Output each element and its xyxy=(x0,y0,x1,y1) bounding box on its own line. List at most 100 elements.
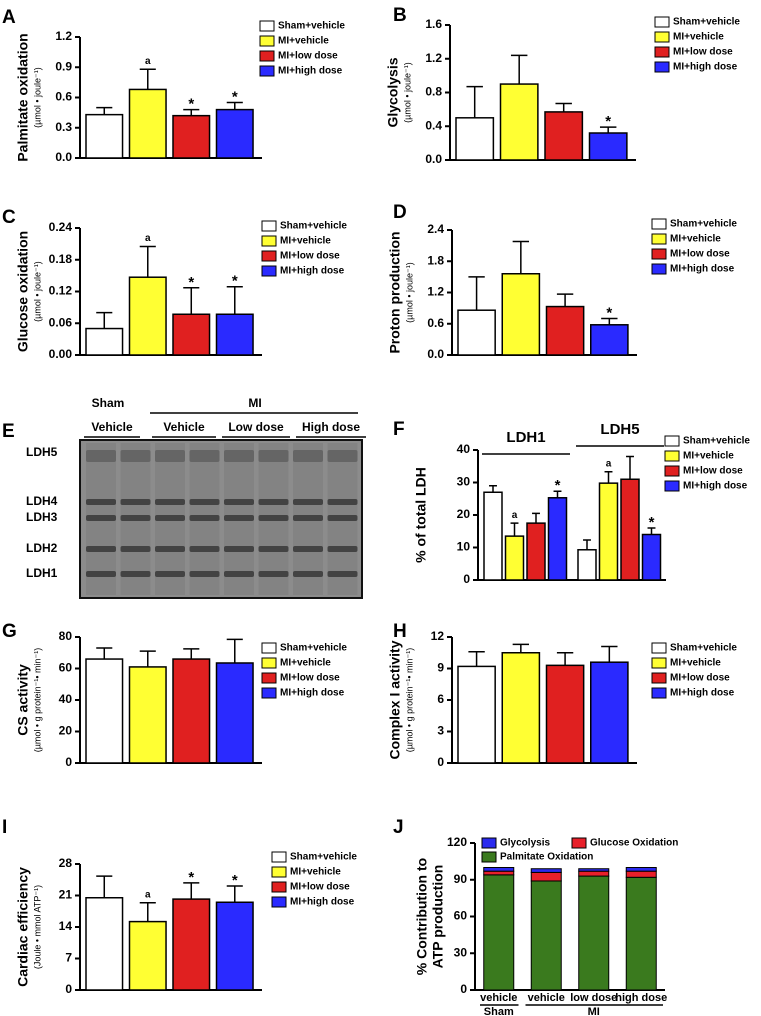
legend-label: MI+low dose xyxy=(673,47,733,58)
category-label: LDH1 xyxy=(506,429,545,446)
legend-label: MI+vehicle xyxy=(290,867,341,878)
x-tick-label: vehicle xyxy=(480,992,517,1004)
legend-label: MI+vehicle xyxy=(683,451,734,462)
gel-band xyxy=(258,450,289,462)
error-bar xyxy=(466,85,483,118)
error-bar xyxy=(468,276,485,311)
gel-band xyxy=(155,515,185,521)
bar xyxy=(215,662,254,764)
y-tick-label: 120 xyxy=(447,835,467,849)
gel-band xyxy=(189,515,220,521)
gel-band xyxy=(189,499,220,505)
legend-swatch xyxy=(654,31,670,43)
error-bar xyxy=(512,643,530,653)
stacked-bar xyxy=(483,867,515,872)
bar xyxy=(215,313,254,356)
stacked-bar xyxy=(625,867,657,872)
gel-band xyxy=(258,571,289,577)
gel-band xyxy=(258,515,289,521)
error-bar xyxy=(468,650,485,667)
y-tick-label: 90 xyxy=(454,872,468,886)
stacked-bar xyxy=(625,876,657,991)
bar xyxy=(128,666,167,764)
gel-band xyxy=(155,499,185,505)
error-bar xyxy=(226,885,243,903)
gel-band xyxy=(224,499,254,505)
y-tick-label: 0.0 xyxy=(427,347,444,361)
gel-band xyxy=(293,450,323,462)
stacked-bar xyxy=(578,868,610,872)
y-axis-label: Complex I activity xyxy=(387,640,403,759)
gel-band xyxy=(86,450,116,462)
y-tick-label: 0 xyxy=(65,982,72,996)
legend-swatch xyxy=(261,642,277,654)
legend-swatch xyxy=(481,837,497,849)
y-axis-label: Palmitate oxidation xyxy=(15,33,31,161)
bar xyxy=(128,920,167,991)
y-tick-label: 12 xyxy=(431,629,445,643)
bar xyxy=(547,497,568,581)
legend-swatch xyxy=(261,657,277,669)
category-label: LDH5 xyxy=(600,421,639,438)
y-tick-label: 20 xyxy=(59,724,73,738)
legend-swatch xyxy=(664,450,680,462)
error-bar xyxy=(96,106,113,115)
legend-swatch xyxy=(654,61,670,73)
lane-label: Vehicle xyxy=(91,420,133,434)
x-tick-label: high dose xyxy=(615,992,667,1004)
gel-band xyxy=(293,571,323,577)
legend-swatch xyxy=(651,233,667,245)
y-tick-label: 80 xyxy=(59,629,73,643)
group-label: Sham xyxy=(484,1006,514,1016)
gel-band xyxy=(189,546,220,552)
bar xyxy=(501,652,541,764)
band-label: LDH5 xyxy=(26,445,58,459)
bar xyxy=(215,108,254,159)
y-tick-label: 1.6 xyxy=(425,17,442,31)
legend-swatch xyxy=(651,642,667,654)
y-tick-label: 20 xyxy=(457,507,471,521)
bar xyxy=(455,117,495,161)
gel-band xyxy=(327,499,358,505)
y-tick-label: 0.9 xyxy=(55,59,72,73)
error-bar xyxy=(183,648,200,660)
legend-swatch xyxy=(651,263,667,275)
legend-label: MI+high dose xyxy=(290,897,355,908)
bar xyxy=(85,327,124,356)
gel-band xyxy=(327,571,358,577)
bar xyxy=(504,535,525,581)
legend-swatch xyxy=(261,235,277,247)
legend-swatch xyxy=(259,35,275,47)
legend-swatch xyxy=(261,265,277,277)
bar xyxy=(172,658,211,764)
y-tick-label: 0.4 xyxy=(425,118,442,132)
legend-swatch xyxy=(259,50,275,62)
legend-label: MI+high dose xyxy=(670,688,735,699)
legend-swatch xyxy=(271,881,287,893)
bar xyxy=(215,901,254,991)
error-bar xyxy=(604,471,613,484)
bar xyxy=(588,132,628,161)
gel-band xyxy=(327,546,358,552)
gel-band xyxy=(189,450,220,462)
bar xyxy=(85,113,124,159)
legend-label: Sham+vehicle xyxy=(673,17,740,28)
error-bar xyxy=(553,490,562,498)
legend-swatch xyxy=(259,65,275,77)
legend-label: MI+vehicle xyxy=(670,658,721,669)
error-bar xyxy=(139,245,156,278)
band-label: LDH1 xyxy=(26,566,58,580)
y-tick-label: 1.8 xyxy=(427,253,444,267)
bar xyxy=(590,661,629,764)
legend-label: MI+vehicle xyxy=(280,658,331,669)
legend-swatch xyxy=(261,220,277,232)
bar xyxy=(545,664,585,764)
gel-band xyxy=(224,450,254,462)
gel-band xyxy=(224,515,254,521)
legend-label: Glycolysis xyxy=(500,838,550,849)
y-axis-label: Cardiac efficiency xyxy=(15,867,31,987)
legend-label: Sham+vehicle xyxy=(670,219,737,230)
legend-swatch xyxy=(654,16,670,28)
lane-label: Low dose xyxy=(228,420,284,434)
